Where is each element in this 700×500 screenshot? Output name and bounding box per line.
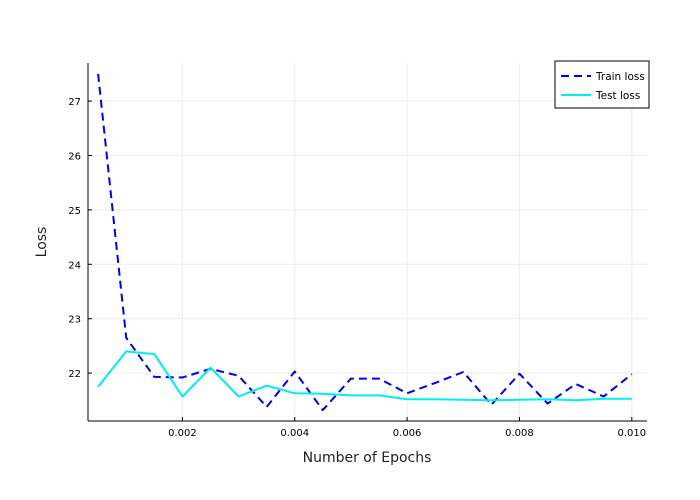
x-ticks: 0.002 0.004 0.006 0.008 0.010 xyxy=(168,417,646,439)
legend-label-train-loss: Train loss xyxy=(595,71,645,83)
legend: Train loss Test loss xyxy=(554,60,650,109)
axes xyxy=(87,63,647,422)
y-tick-label: 24 xyxy=(68,260,81,271)
y-tick-label: 27 xyxy=(68,97,81,108)
y-ticks: 22 23 24 25 26 27 xyxy=(68,97,92,380)
legend-box xyxy=(554,60,650,109)
y-tick-label: 23 xyxy=(68,315,81,326)
y-tick-label: 22 xyxy=(68,369,81,380)
series-layer xyxy=(97,73,633,412)
x-tick-label: 0.002 xyxy=(168,428,197,439)
series-line-train-loss xyxy=(97,73,633,412)
x-tick-label: 0.008 xyxy=(505,428,534,439)
x-tick-label: 0.010 xyxy=(618,428,647,439)
x-axis-title: Number of Epochs xyxy=(303,450,432,466)
y-tick-label: 25 xyxy=(68,206,81,217)
series-line-test-loss xyxy=(97,350,632,402)
x-tick-label: 0.006 xyxy=(393,428,422,439)
y-tick-label: 26 xyxy=(68,151,81,162)
y-axis-title: Loss xyxy=(34,227,50,258)
x-tick-label: 0.004 xyxy=(280,428,309,439)
grid xyxy=(88,63,647,421)
legend-label-test-loss: Test loss xyxy=(595,90,640,102)
